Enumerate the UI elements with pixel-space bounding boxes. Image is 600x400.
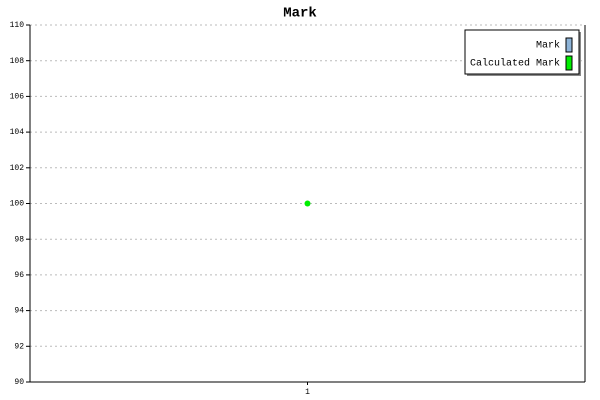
chart-title: Mark bbox=[283, 6, 317, 22]
y-tick-label: 100 bbox=[10, 200, 25, 209]
y-tick-label: 108 bbox=[10, 57, 25, 66]
y-tick-label: 92 bbox=[14, 342, 24, 351]
y-tick-label: 110 bbox=[10, 21, 25, 30]
y-tick-label: 96 bbox=[14, 271, 24, 280]
y-tick-label: 98 bbox=[14, 235, 24, 244]
y-tick-label: 94 bbox=[14, 307, 24, 316]
y-tick-label: 102 bbox=[10, 164, 25, 173]
y-tick-label: 90 bbox=[14, 378, 24, 387]
x-tick-label: 1 bbox=[305, 388, 310, 397]
legend-box bbox=[464, 29, 580, 75]
legend-swatch bbox=[565, 55, 573, 71]
legend-label: Mark bbox=[536, 40, 560, 52]
y-tick-label: 104 bbox=[10, 128, 25, 137]
legend-label: Calculated Mark bbox=[470, 58, 560, 70]
y-tick-label: 106 bbox=[10, 93, 25, 102]
legend-swatch bbox=[565, 37, 573, 53]
data-point bbox=[304, 200, 311, 207]
